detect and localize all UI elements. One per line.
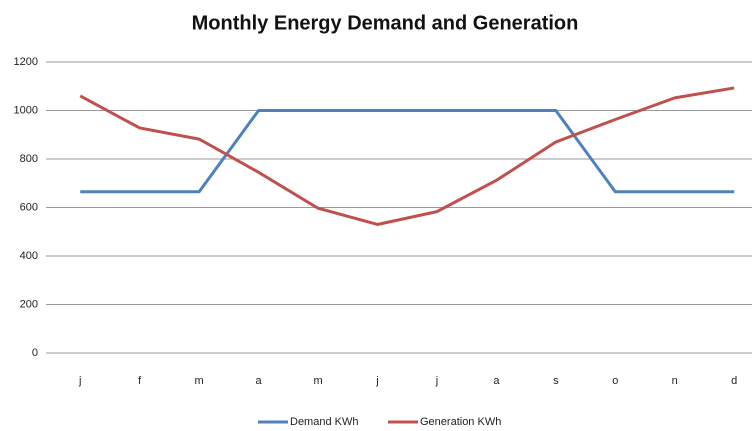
x-tick-label: m: [195, 375, 204, 387]
legend-label: Generation KWh: [420, 416, 501, 428]
y-tick-label: 1000: [14, 104, 38, 116]
legend-label: Demand KWh: [290, 416, 358, 428]
y-tick-label: 200: [20, 298, 38, 310]
y-tick-label: 1200: [14, 56, 38, 68]
chart-title: Monthly Energy Demand and Generation: [192, 12, 579, 34]
y-tick-label: 800: [20, 153, 38, 165]
y-tick-label: 600: [20, 201, 38, 213]
series-line: [80, 109, 735, 194]
x-tick-label: j: [78, 375, 81, 387]
series-line: [79, 86, 735, 226]
x-tick-label: j: [435, 375, 438, 387]
y-tick-label: 0: [32, 347, 38, 359]
x-tick-label: m: [313, 375, 322, 387]
x-tick-label: s: [553, 375, 559, 387]
y-tick-label: 400: [20, 250, 38, 262]
x-tick-label: o: [612, 375, 618, 387]
x-tick-label: d: [731, 375, 737, 387]
x-tick-label: f: [138, 375, 142, 387]
x-tick-label: a: [493, 375, 500, 387]
x-tick-label: a: [256, 375, 263, 387]
x-tick-label: n: [672, 375, 678, 387]
x-tick-label: j: [375, 375, 378, 387]
